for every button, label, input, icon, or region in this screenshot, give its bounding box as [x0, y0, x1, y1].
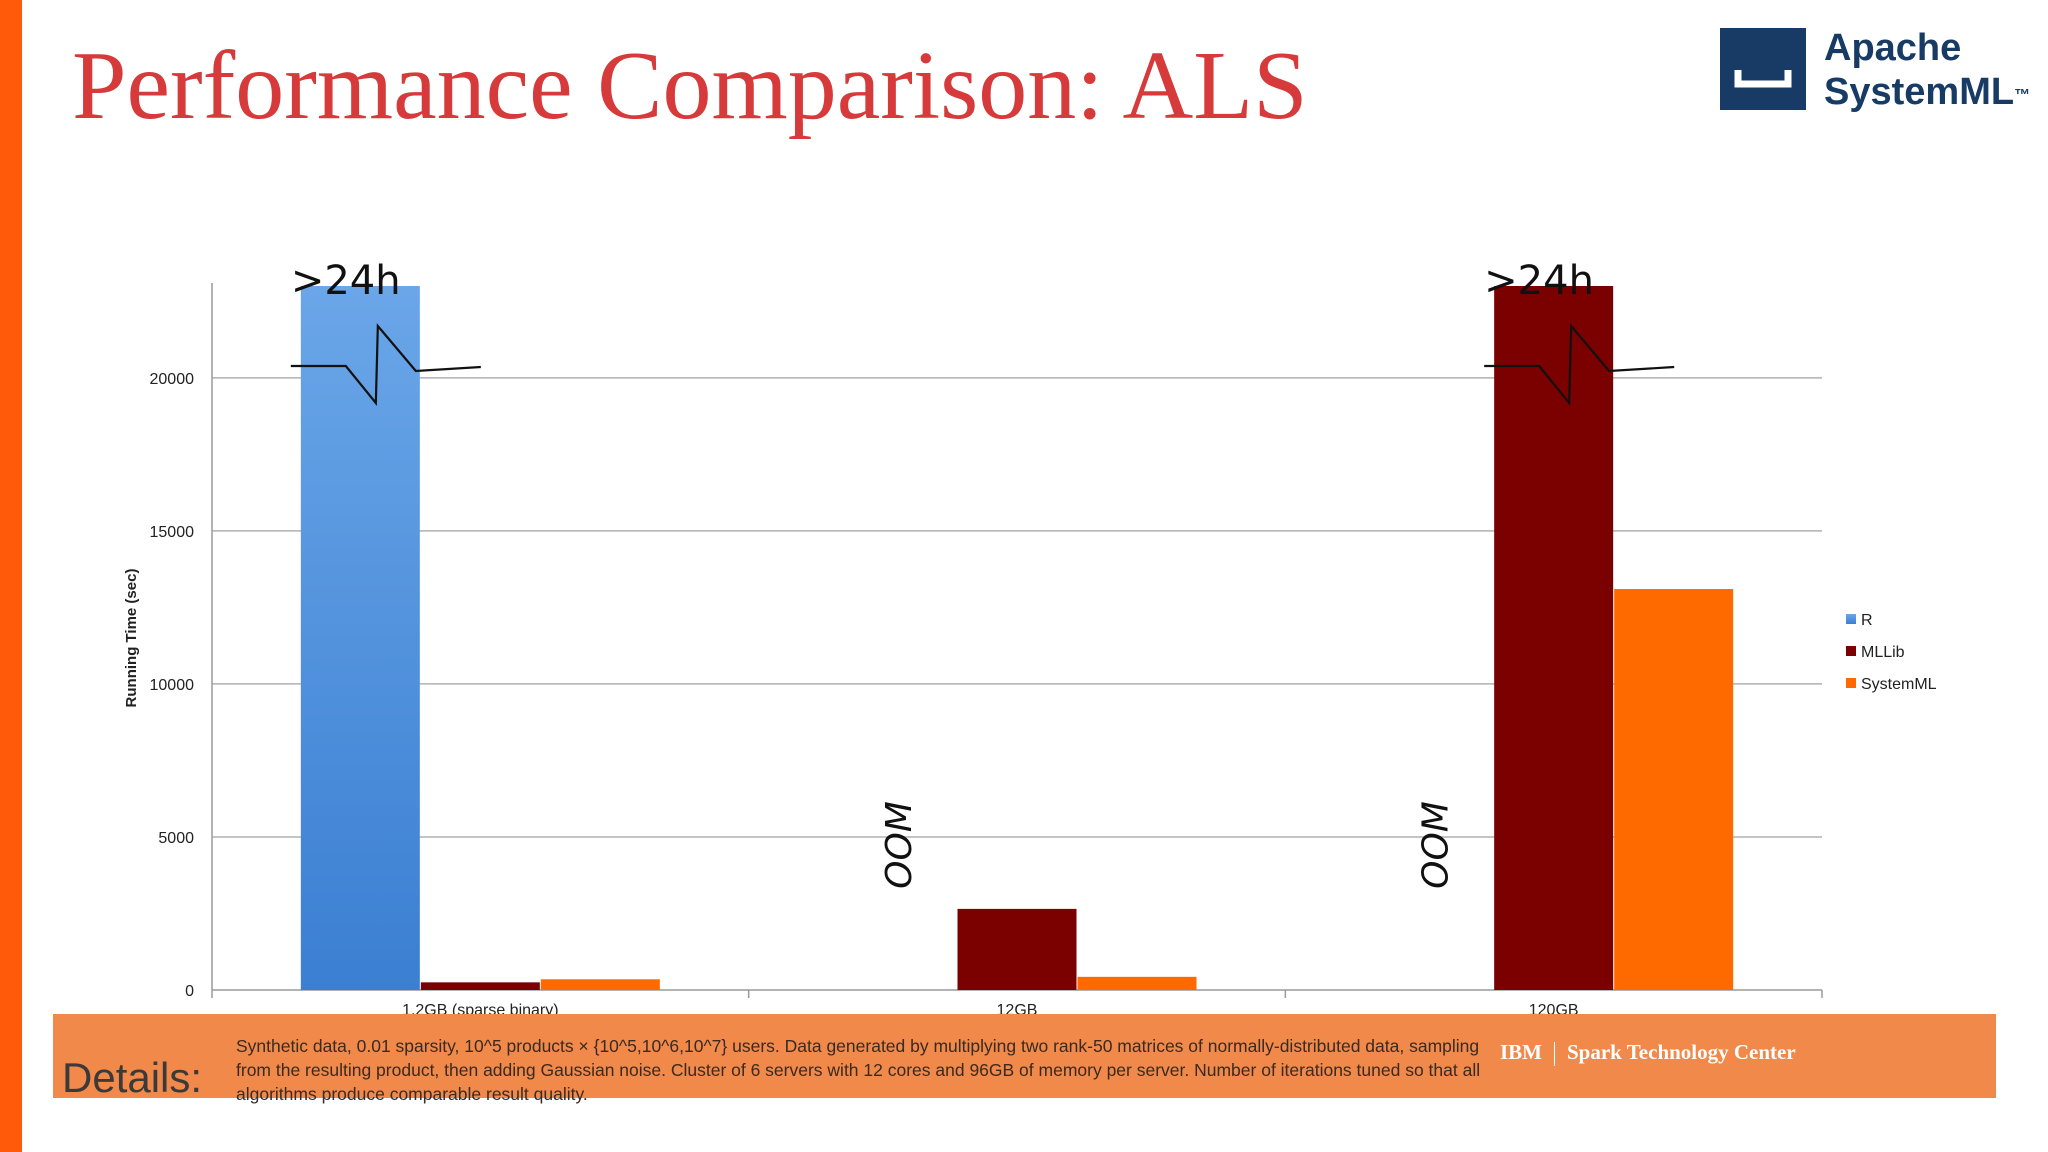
- axis-break-marker: [1484, 323, 1675, 407]
- oom-label: OOM: [879, 801, 920, 889]
- legend-swatch-mllib: [1846, 646, 1856, 656]
- oom-label: OOM: [1416, 801, 1457, 889]
- logo-line-systemml: SystemML™: [1824, 70, 2030, 114]
- legend-label-r: R: [1861, 612, 1873, 629]
- logo-systemml-word: SystemML: [1824, 71, 2015, 113]
- y-tick-label: 10000: [150, 677, 195, 694]
- bar-mllib: [1494, 286, 1614, 990]
- legend-swatch-r: [1846, 614, 1856, 624]
- legend-label-mllib: MLLib: [1861, 644, 1905, 661]
- bar-mllib: [957, 908, 1077, 990]
- systemml-logo-icon: [1720, 28, 1806, 110]
- bar-systemml: [540, 979, 660, 990]
- bar-systemml: [1077, 976, 1197, 990]
- y-tick-label: 0: [185, 983, 194, 1000]
- bar-mllib: [420, 982, 540, 990]
- logo-separator: [1554, 1042, 1555, 1067]
- legend-label-systemml: SystemML: [1861, 676, 1937, 693]
- logo-trademark: ™: [2014, 87, 2031, 104]
- over-24h-label: >24h: [291, 258, 401, 304]
- bar-r: [300, 286, 420, 990]
- axis-break-marker: [290, 323, 481, 407]
- logo-line-apache: Apache: [1824, 27, 1962, 69]
- details-label: Details:: [62, 1054, 203, 1101]
- y-tick-label: 20000: [150, 371, 195, 388]
- left-accent-bar: [0, 0, 22, 1152]
- details-footer: [53, 1014, 1996, 1098]
- ibm-spark-logo: IBM Spark Technology Center: [1500, 1040, 1796, 1067]
- spark-technology-center: Spark Technology Center: [1567, 1040, 1796, 1064]
- systemml-logo: Apache SystemML™: [1720, 26, 2040, 126]
- bar-systemml: [1614, 589, 1734, 990]
- legend-swatch-systemml: [1846, 678, 1856, 688]
- y-tick-label: 15000: [150, 524, 195, 541]
- y-axis-label: Running Time (sec): [123, 569, 140, 708]
- y-tick-label: 5000: [158, 830, 194, 847]
- details-text: Synthetic data, 0.01 sparsity, 10^5 prod…: [236, 1036, 1481, 1104]
- systemml-logo-text: Apache SystemML™: [1824, 26, 2030, 114]
- slide-title: Performance Comparison: ALS: [72, 32, 1308, 140]
- over-24h-label: >24h: [1484, 258, 1594, 304]
- ibm-wordmark: IBM: [1500, 1040, 1542, 1064]
